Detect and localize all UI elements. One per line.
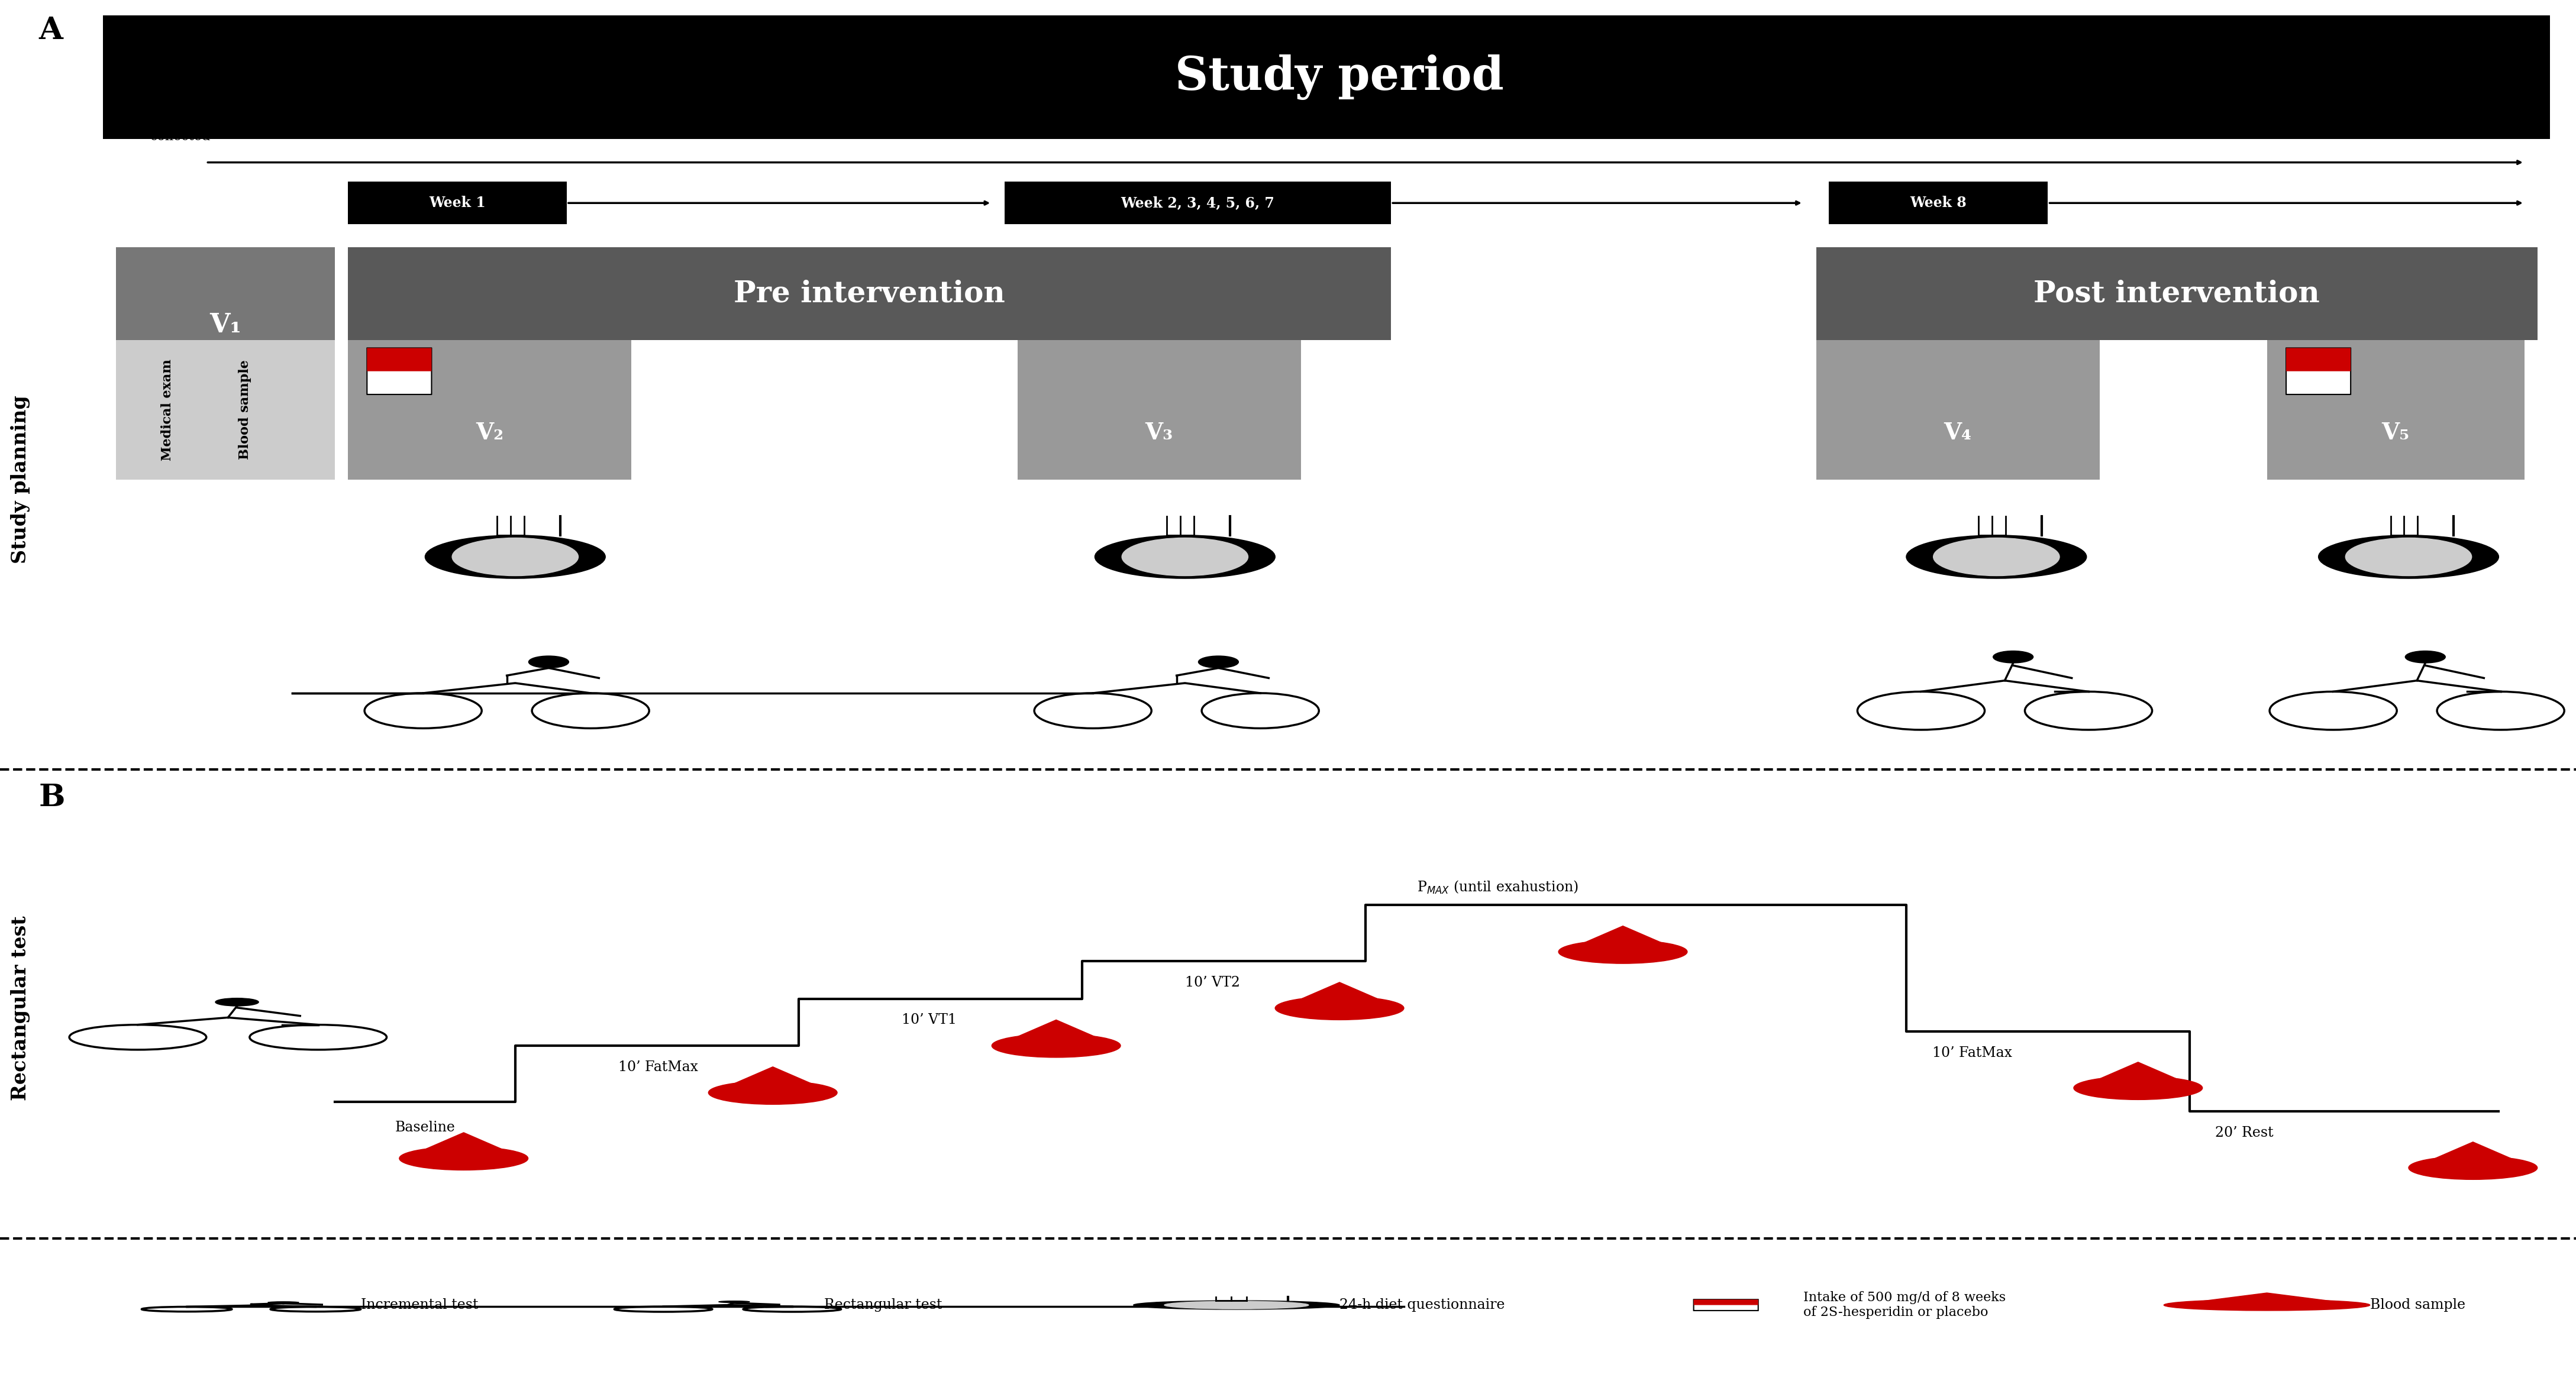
Circle shape (1275, 997, 1404, 1019)
Text: P$_{MAX}$ (until exahustion): P$_{MAX}$ (until exahustion) (1417, 880, 1579, 895)
Text: Medical exam: Medical exam (160, 359, 175, 461)
Ellipse shape (1906, 536, 2087, 579)
Circle shape (1198, 656, 1239, 668)
Text: B: B (39, 783, 64, 813)
Circle shape (453, 537, 577, 576)
Text: Intake of 500 mg/d of 8 weeks
of 2S-hesperidin or placebo: Intake of 500 mg/d of 8 weeks of 2S-hesp… (1803, 1291, 2007, 1319)
Polygon shape (412, 1132, 515, 1155)
Circle shape (2164, 1300, 2370, 1311)
Text: Baseline: Baseline (394, 1121, 456, 1134)
FancyBboxPatch shape (2285, 348, 2352, 395)
Text: Week 1: Week 1 (430, 196, 484, 210)
Circle shape (268, 1302, 299, 1304)
Circle shape (399, 1146, 528, 1170)
Text: Blood sample: Blood sample (237, 360, 252, 460)
Polygon shape (2421, 1142, 2524, 1164)
Ellipse shape (1133, 1301, 1340, 1309)
Bar (116, 340, 335, 479)
Circle shape (1994, 650, 2032, 663)
Text: V₂: V₂ (477, 421, 502, 445)
Bar (348, 182, 567, 224)
Polygon shape (2087, 1062, 2190, 1084)
Text: Incremental test: Incremental test (361, 1298, 479, 1312)
Bar (1829, 182, 2048, 224)
Text: A: A (39, 15, 62, 46)
Circle shape (2074, 1076, 2202, 1099)
Ellipse shape (1095, 536, 1275, 579)
Bar (1816, 340, 2099, 479)
Circle shape (719, 1301, 750, 1302)
Circle shape (528, 656, 569, 668)
Bar (1018, 340, 1301, 479)
Bar (348, 340, 631, 479)
Circle shape (1123, 537, 1247, 576)
Bar (348, 247, 1391, 340)
Text: 10’ FatMax: 10’ FatMax (618, 1061, 698, 1074)
Circle shape (2406, 650, 2445, 663)
FancyBboxPatch shape (2285, 348, 2352, 371)
Text: 20’ Rest: 20’ Rest (2215, 1126, 2275, 1139)
Text: 10’ FatMax: 10’ FatMax (1932, 1047, 2012, 1059)
Circle shape (992, 1034, 1121, 1058)
Text: Pre intervention: Pre intervention (734, 279, 1005, 308)
Circle shape (708, 1081, 837, 1105)
Text: 10’ VT1: 10’ VT1 (902, 1014, 956, 1027)
Bar (116, 247, 335, 479)
Text: Post intervention: Post intervention (2032, 279, 2321, 308)
Circle shape (1164, 1301, 1309, 1309)
Text: 10’ VT2: 10’ VT2 (1185, 976, 1239, 989)
Text: Rectangular test: Rectangular test (10, 916, 31, 1101)
Text: V₅: V₅ (2383, 421, 2409, 445)
Text: 24-h diet questionnaire: 24-h diet questionnaire (1340, 1298, 1504, 1312)
Ellipse shape (425, 536, 605, 579)
Text: Study planning: Study planning (10, 395, 31, 563)
Circle shape (1558, 940, 1687, 964)
Bar (2267, 340, 2524, 479)
Bar (1816, 247, 2537, 340)
Circle shape (2409, 1156, 2537, 1179)
Polygon shape (2184, 1293, 2349, 1304)
Circle shape (1932, 537, 2058, 576)
Text: Week 2, 3, 4, 5, 6, 7: Week 2, 3, 4, 5, 6, 7 (1121, 196, 1275, 210)
Text: Week 8: Week 8 (1911, 196, 1965, 210)
Text: Rectangular test: Rectangular test (824, 1298, 943, 1312)
Text: Blood sample: Blood sample (2370, 1298, 2465, 1312)
FancyBboxPatch shape (366, 348, 433, 395)
FancyBboxPatch shape (1692, 1300, 1759, 1305)
Text: V₄: V₄ (1945, 421, 1971, 445)
Polygon shape (1288, 982, 1391, 1004)
Ellipse shape (2318, 536, 2499, 579)
Text: V₁: V₁ (209, 312, 242, 337)
Circle shape (2344, 537, 2473, 576)
Text: Study period: Study period (1175, 55, 1504, 99)
Text: Training data
collected: Training data collected (134, 115, 227, 144)
FancyBboxPatch shape (1692, 1300, 1759, 1311)
Bar (1005, 182, 1391, 224)
Bar (103, 15, 2550, 139)
Polygon shape (1005, 1019, 1108, 1043)
Polygon shape (1571, 925, 1674, 949)
Circle shape (216, 998, 258, 1005)
Text: V₃: V₃ (1146, 421, 1172, 445)
Polygon shape (721, 1066, 824, 1090)
FancyBboxPatch shape (366, 348, 433, 371)
